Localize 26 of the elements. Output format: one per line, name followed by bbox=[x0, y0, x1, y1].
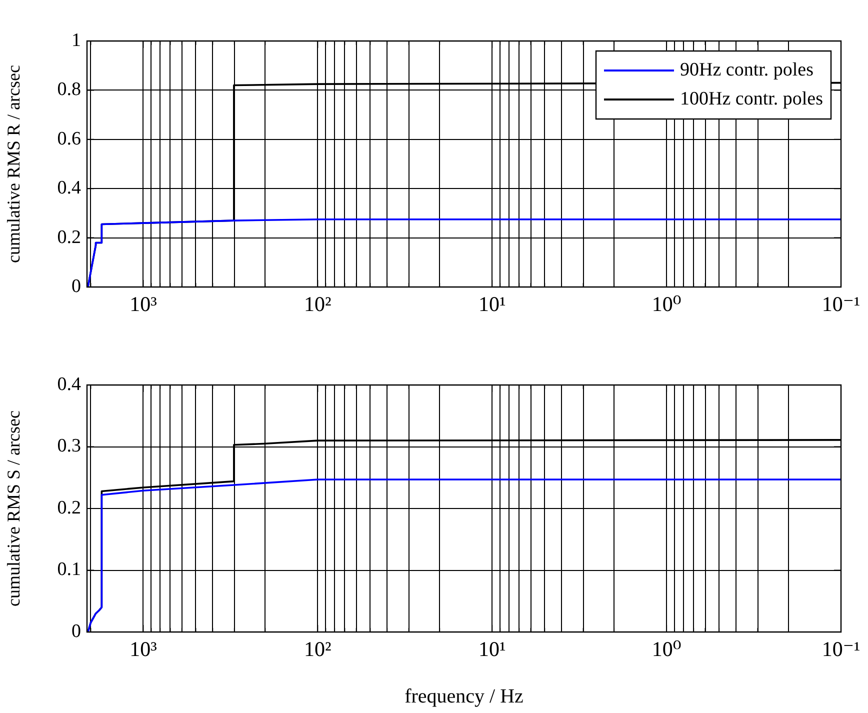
y-tick-label: 0.1 bbox=[57, 559, 81, 580]
y-tick-label: 0.4 bbox=[57, 374, 82, 395]
x-tick-label: 10⁻¹ bbox=[822, 637, 860, 662]
y-tick-label: 0.8 bbox=[57, 79, 81, 100]
x-tick-label: 10² bbox=[304, 292, 332, 316]
x-tick-label: 10³ bbox=[130, 637, 157, 662]
y-tick-label: 0 bbox=[72, 620, 81, 642]
y-tick-label: 0.2 bbox=[57, 497, 81, 518]
x-tick-label: 10⁰ bbox=[652, 292, 682, 316]
y-axis-title: cumulative RMS R / arcsec bbox=[4, 65, 24, 263]
x-tick-label: 10² bbox=[304, 637, 332, 662]
x-axis-title: frequency / Hz bbox=[404, 685, 524, 708]
x-tick-label: 10⁻¹ bbox=[822, 292, 860, 316]
x-tick-label: 10⁰ bbox=[652, 637, 682, 662]
y-tick-label: 0.2 bbox=[57, 226, 81, 248]
x-tick-label: 10¹ bbox=[478, 637, 506, 662]
y-tick-label: 0.6 bbox=[57, 128, 81, 150]
x-tick-label: 10³ bbox=[130, 292, 157, 316]
y-axis-title: cumulative RMS S / arcsec bbox=[4, 410, 24, 606]
legend-label: 90Hz contr. poles bbox=[680, 59, 814, 80]
y-tick-label: 0 bbox=[72, 276, 81, 297]
y-tick-label: 0.4 bbox=[57, 178, 82, 199]
y-tick-label: 0.3 bbox=[57, 436, 81, 457]
y-tick-label: 1 bbox=[72, 30, 81, 51]
legend-label: 100Hz contr. poles bbox=[680, 88, 824, 110]
x-tick-label: 10¹ bbox=[478, 292, 506, 316]
